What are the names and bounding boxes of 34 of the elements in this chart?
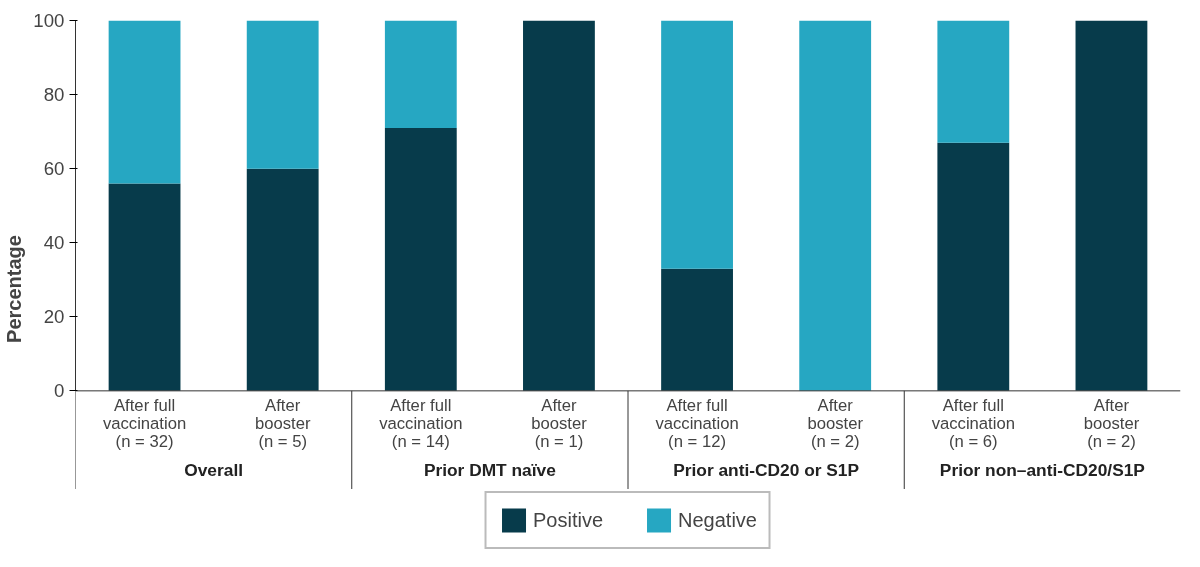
y-tick-label: 80 bbox=[43, 84, 65, 106]
x-tick-label: After booster (n = 1) bbox=[531, 396, 588, 452]
y-tick-label: 40 bbox=[43, 232, 65, 254]
bar bbox=[246, 20, 319, 169]
legend-label: Positive bbox=[533, 508, 604, 532]
y-tick-label: 100 bbox=[33, 10, 65, 31]
text: Overall bbox=[184, 460, 244, 481]
text: Prior DMT naïve bbox=[423, 460, 557, 481]
bar bbox=[108, 183, 181, 391]
bar bbox=[937, 142, 1010, 391]
y-tick-label: 60 bbox=[43, 158, 65, 180]
bar bbox=[1075, 20, 1148, 391]
x-tick-label: After full vaccination (n = 14) bbox=[379, 396, 463, 452]
y-tick-label: 0 bbox=[54, 380, 65, 402]
y-tick-label: 20 bbox=[43, 306, 65, 328]
bar bbox=[246, 168, 319, 391]
bar bbox=[384, 127, 457, 391]
bar bbox=[661, 268, 733, 391]
text: Prior non–anti-CD20/S1P bbox=[939, 460, 1145, 481]
x-tick-label: After booster (n = 2) bbox=[1083, 396, 1140, 452]
bar bbox=[799, 20, 872, 391]
x-tick-label: After booster (n = 5) bbox=[254, 396, 311, 452]
y-axis-title: Percentage bbox=[3, 235, 26, 343]
x-tick-label: After full vaccination (n = 32) bbox=[102, 396, 187, 452]
bar bbox=[523, 20, 595, 391]
bar bbox=[937, 20, 1010, 143]
text: Prior anti-CD20 or S1P bbox=[673, 460, 860, 481]
x-tick-label: After full vaccination (n = 6) bbox=[931, 396, 1015, 452]
bar bbox=[661, 20, 733, 269]
x-tick-label: After booster (n = 2) bbox=[807, 396, 864, 452]
bar bbox=[108, 20, 181, 184]
x-tick-label: After full vaccination (n = 12) bbox=[655, 396, 739, 452]
legend-label: Negative bbox=[678, 508, 757, 532]
bar bbox=[384, 20, 457, 128]
